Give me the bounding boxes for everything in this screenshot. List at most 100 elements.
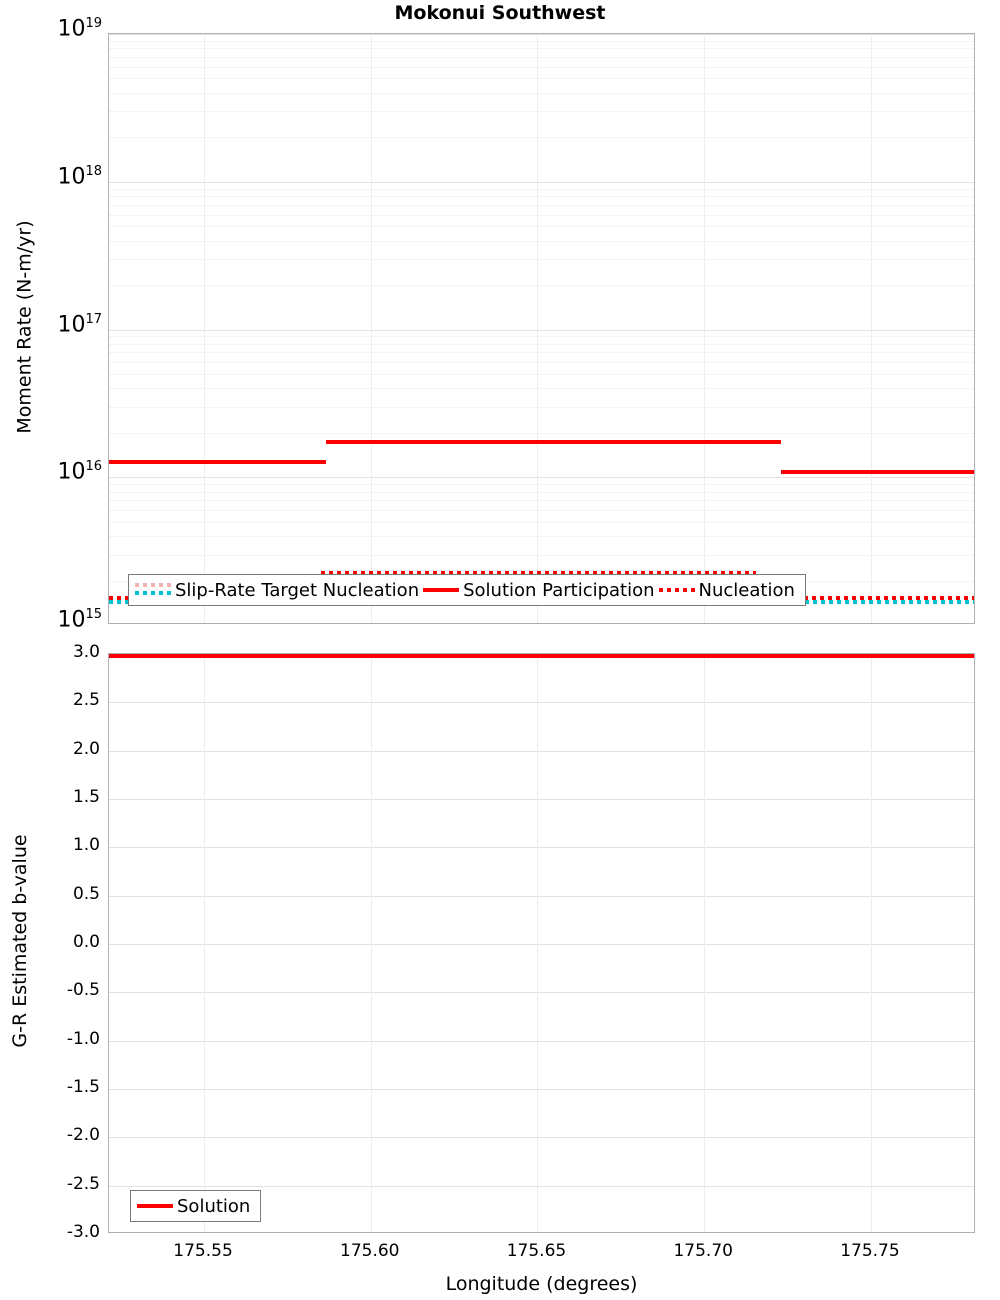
y-tick-label: 3.0 xyxy=(72,642,100,662)
y-tick-label: 1.0 xyxy=(72,835,100,856)
y-tick-label: 2.5 xyxy=(72,690,100,711)
legend-label-nucleation: Nucleation xyxy=(698,579,795,601)
gridline-horizontal xyxy=(109,329,974,331)
gridline-horizontal xyxy=(109,352,974,354)
gridline-horizontal xyxy=(109,188,974,190)
gridline-vertical xyxy=(870,34,872,623)
gridline-vertical xyxy=(704,34,706,623)
gridline-vertical xyxy=(370,654,372,1232)
data-line-solution-participation-segment xyxy=(109,459,327,464)
y-tick-label: -2.0 xyxy=(66,1125,100,1146)
legend-item-slip-rate-target-nucleation[interactable]: Slip-Rate Target Nucleation xyxy=(135,580,423,601)
gridline-horizontal xyxy=(109,34,974,35)
gridline-horizontal xyxy=(109,259,974,260)
gridline-horizontal xyxy=(109,491,974,493)
gridline-vertical xyxy=(204,654,206,1232)
gridline-horizontal xyxy=(109,895,974,897)
gridline-horizontal xyxy=(109,78,974,80)
legend-item-nucleation[interactable]: Nucleation xyxy=(658,579,799,601)
longitude-axis-label: Longitude (degrees) xyxy=(445,1273,638,1295)
x-tick-label: 175.70 xyxy=(673,1241,733,1261)
gridline-horizontal xyxy=(109,362,974,364)
gridline-horizontal xyxy=(109,702,974,704)
legend-label-solution-participation: Solution Participation xyxy=(463,579,655,601)
x-tick-label: 175.75 xyxy=(840,1241,900,1261)
gridline-horizontal xyxy=(109,992,974,994)
y-tick-label: 2.0 xyxy=(72,738,100,759)
gridline-horizontal xyxy=(109,1185,974,1187)
gridline-horizontal xyxy=(109,40,974,42)
y-tick-label: -0.5 xyxy=(66,980,100,1001)
y-tick-label: 1019 xyxy=(57,16,102,42)
gridline-horizontal xyxy=(109,477,974,479)
gridline-horizontal xyxy=(109,285,974,287)
gridline-vertical xyxy=(370,34,372,623)
gridline-horizontal xyxy=(109,554,974,556)
gridline-horizontal xyxy=(109,92,974,94)
gridline-horizontal xyxy=(109,226,974,228)
gridline-horizontal xyxy=(109,799,974,800)
y-tick-label: -3.0 xyxy=(66,1222,100,1242)
y-tick-label: 0.0 xyxy=(72,932,100,952)
x-tick-label: 175.60 xyxy=(340,1241,400,1261)
gridline-horizontal xyxy=(109,66,974,68)
x-tick-label: 175.65 xyxy=(506,1241,567,1261)
gridline-horizontal xyxy=(109,500,974,502)
gridline-horizontal xyxy=(109,48,974,50)
solid-line-key-icon xyxy=(137,1199,173,1213)
bvalue-plot-area xyxy=(109,654,974,1232)
gridline-horizontal xyxy=(109,1040,974,1042)
data-line-solution-participation-segment xyxy=(326,440,781,445)
moment-rate-plot-area xyxy=(109,34,974,623)
gridline-horizontal xyxy=(109,204,974,206)
data-line-solution-participation-segment xyxy=(780,469,974,474)
y-tick-label: 1016 xyxy=(57,459,102,485)
gridline-vertical xyxy=(537,34,539,623)
gridline-horizontal xyxy=(109,750,974,752)
gridline-horizontal xyxy=(109,56,974,58)
gridline-horizontal xyxy=(109,432,974,434)
legend-label-solution: Solution xyxy=(177,1195,251,1217)
y-tick-label: -1.5 xyxy=(66,1077,100,1097)
y-tick-label: 0.5 xyxy=(72,883,100,904)
gridline-horizontal xyxy=(109,406,974,408)
y-tick-label: 1.5 xyxy=(72,787,100,807)
gridline-horizontal xyxy=(109,388,974,390)
moment-rate-legend[interactable]: Slip-Rate Target Nucleation Solution Par… xyxy=(128,574,806,606)
y-tick-label: 1017 xyxy=(57,311,102,337)
legend-item-solution-participation[interactable]: Solution Participation xyxy=(423,580,658,601)
gridline-horizontal xyxy=(109,240,974,242)
y-tick-label: 1015 xyxy=(57,607,102,633)
data-line-nucleation-segment xyxy=(321,571,756,576)
dotted-line-key-icon xyxy=(658,583,695,597)
y-tick-label: 1018 xyxy=(57,163,102,190)
bvalue-panel xyxy=(108,653,975,1233)
gridline-horizontal xyxy=(109,181,974,183)
bvalue-axis-label: G-R Estimated b-value xyxy=(9,834,31,1048)
y-tick-label: -2.5 xyxy=(66,1173,100,1194)
gridline-vertical xyxy=(870,654,872,1232)
gridline-horizontal xyxy=(109,484,974,485)
x-tick-label: 175.55 xyxy=(173,1241,233,1261)
gridline-vertical xyxy=(537,654,539,1232)
legend-item-solution[interactable]: Solution xyxy=(137,1196,254,1217)
data-line-nucleation-segment xyxy=(755,595,974,600)
gridline-vertical xyxy=(704,654,706,1232)
gridline-horizontal xyxy=(109,137,974,139)
data-line-solution-segment xyxy=(109,654,974,658)
gridline-horizontal xyxy=(109,336,974,338)
gridline-horizontal xyxy=(109,847,974,849)
gridline-horizontal xyxy=(109,373,974,375)
gridline-horizontal xyxy=(109,214,974,216)
y-tick-label: -1.0 xyxy=(66,1028,100,1049)
moment-rate-panel xyxy=(108,33,975,624)
gridline-vertical xyxy=(204,34,206,623)
gridline-horizontal xyxy=(109,196,974,198)
bvalue-legend[interactable]: Solution xyxy=(130,1190,262,1222)
gridline-horizontal xyxy=(109,510,974,512)
moment-rate-axis-label: Moment Rate (N-m/yr) xyxy=(13,219,35,434)
gridline-horizontal xyxy=(109,343,974,345)
gridline-horizontal xyxy=(109,536,974,538)
gridline-horizontal xyxy=(109,1089,974,1090)
